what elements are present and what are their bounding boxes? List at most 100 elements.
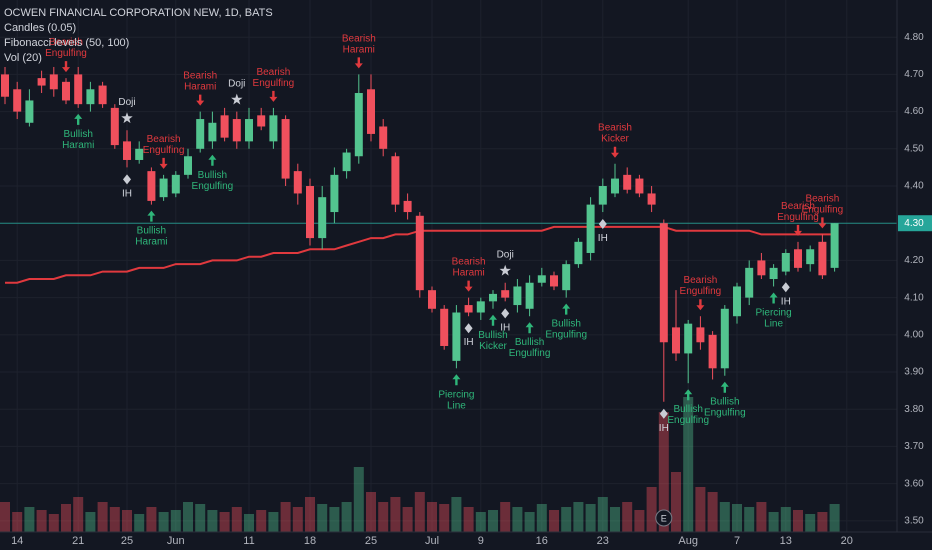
- volume-bar: [390, 497, 401, 532]
- doji-star: [121, 112, 133, 124]
- candle-body: [74, 74, 83, 105]
- candle-body: [440, 308, 449, 346]
- pattern-label: Bearish Engulfing: [777, 200, 819, 222]
- volume-bar: [634, 510, 645, 532]
- candle-body: [806, 249, 815, 265]
- last-price-badge: [898, 215, 932, 232]
- volume-bar: [317, 504, 328, 532]
- volume-bar: [793, 510, 803, 532]
- pattern-label: IH: [781, 296, 791, 307]
- candle-body: [501, 290, 510, 298]
- arrow-down: [696, 299, 705, 311]
- candle-body: [794, 249, 802, 268]
- candle-body: [306, 186, 314, 239]
- arrow-down: [159, 157, 168, 169]
- y-tick-label: 4.40: [904, 181, 924, 192]
- candle-body: [184, 156, 192, 175]
- volume-bar: [97, 502, 108, 532]
- pattern-label: IH: [464, 337, 474, 348]
- volume-bar: [85, 512, 96, 532]
- pattern-label: Bearish Harami: [452, 256, 486, 278]
- candle-body: [354, 93, 363, 157]
- pattern-label: Piercing Line: [438, 389, 474, 411]
- volume-bar: [0, 502, 10, 532]
- volume-bar: [671, 472, 681, 532]
- y-tick-label: 3.80: [904, 404, 924, 415]
- x-tick-label: Jun: [167, 535, 185, 547]
- candle-body: [245, 119, 253, 142]
- price-pane: [0, 66, 897, 402]
- candle-body: [171, 174, 180, 194]
- x-tick-label: Aug: [678, 535, 698, 547]
- arrow-down: [464, 280, 473, 292]
- candle-body: [525, 282, 534, 309]
- volume-bar: [732, 504, 742, 532]
- ih-diamond: [123, 174, 131, 185]
- volume-bar: [573, 502, 584, 532]
- candle-body: [586, 204, 595, 253]
- volume-bar: [12, 512, 23, 532]
- candle-body: [598, 186, 607, 205]
- y-tick-label: 4.70: [904, 69, 924, 80]
- volume-bar: [683, 397, 694, 532]
- volume-bar: [549, 510, 559, 532]
- volume-bar: [353, 467, 364, 532]
- candle-body: [342, 152, 351, 172]
- y-tick-label: 3.60: [904, 478, 924, 489]
- volume-bar: [195, 504, 206, 532]
- doji-star: [231, 93, 243, 105]
- candle-body: [684, 323, 693, 354]
- x-tick-label: 16: [536, 535, 548, 547]
- earnings-label: E: [661, 513, 667, 523]
- volume-bar: [597, 497, 608, 532]
- volume-bar: [439, 504, 450, 532]
- volume-bar: [36, 510, 47, 532]
- candle-body: [196, 119, 205, 149]
- volume-bar: [768, 512, 779, 532]
- volume-bar: [305, 497, 315, 532]
- volume-bar: [146, 507, 157, 532]
- ih-diamond: [464, 323, 473, 334]
- pattern-label: Bearish Harami: [183, 70, 217, 92]
- pattern-label: Bearish Engulfing: [253, 67, 295, 89]
- y-tick-label: 3.90: [904, 367, 924, 378]
- volume-bar: [256, 510, 267, 532]
- x-tick-label: 11: [243, 535, 254, 547]
- volume-bar: [414, 492, 425, 532]
- candle-body: [733, 286, 741, 317]
- candle-body: [391, 156, 400, 205]
- candle-body: [635, 178, 644, 194]
- candle-body: [611, 178, 619, 194]
- candle-body: [672, 327, 680, 354]
- x-tick-label: 25: [121, 535, 133, 547]
- pattern-label: Bullish Engulfing: [509, 337, 551, 359]
- y-tick-label: 4.00: [904, 329, 924, 340]
- volume-bar: [756, 502, 767, 532]
- pattern-label: IH: [598, 233, 608, 244]
- volume-bar: [610, 507, 620, 532]
- candle-body: [403, 200, 412, 213]
- arrow-down: [818, 217, 827, 229]
- x-tick-label: Jul: [425, 535, 439, 547]
- pattern-label: Bearish Engulfing: [802, 193, 844, 215]
- last-price-label: 4.30: [904, 218, 924, 229]
- volume-bar: [231, 507, 242, 532]
- candle-body: [537, 275, 546, 283]
- candle-body: [696, 327, 705, 343]
- candle-body: [123, 141, 131, 160]
- candle-body: [62, 81, 70, 101]
- y-tick-label: 3.70: [904, 441, 924, 452]
- candle-body: [476, 301, 485, 313]
- volume-bar: [719, 502, 730, 532]
- candle-body: [781, 252, 790, 272]
- volume-bar: [744, 507, 755, 532]
- volume-bar: [158, 512, 169, 532]
- pattern-label: Bearish Harami: [342, 33, 376, 55]
- volume-bar: [402, 507, 413, 532]
- candle-body: [428, 290, 436, 309]
- legend-entry: Fibonacci levels (50, 100): [4, 37, 129, 49]
- arrow-up: [74, 113, 83, 125]
- pattern-label: Doji: [228, 78, 245, 89]
